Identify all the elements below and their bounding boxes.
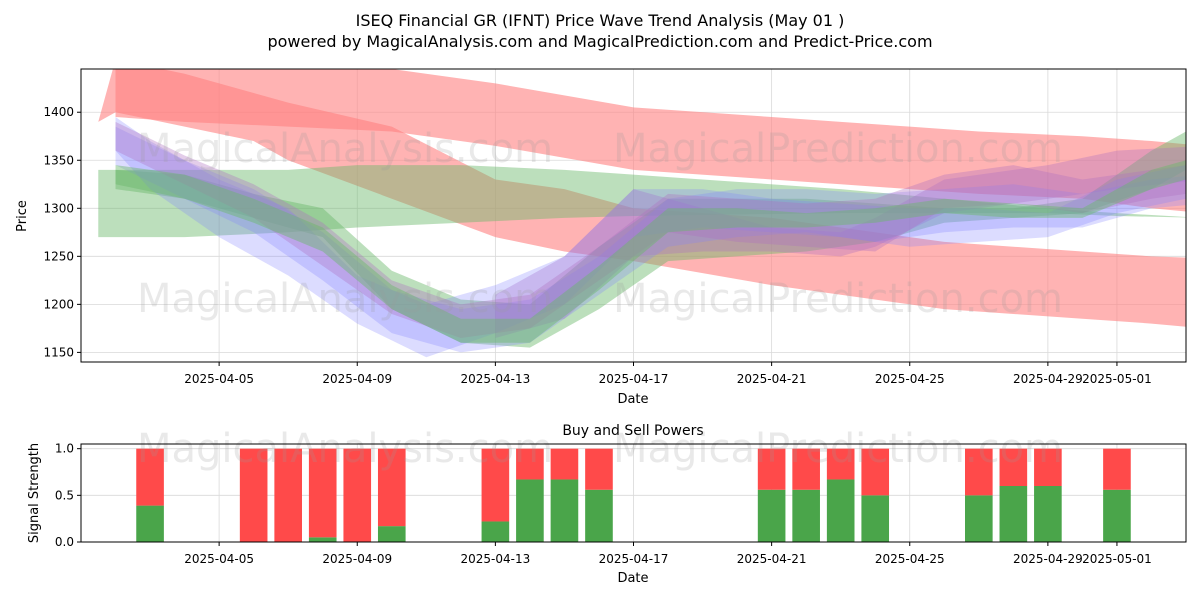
watermark-prediction-top: MagicalPrediction.com <box>613 126 1063 172</box>
sell-bar <box>377 448 406 527</box>
signal-x-tick-label: 2025-04-09 <box>322 552 392 566</box>
signal-x-tick-label: 2025-04-05 <box>184 552 254 566</box>
buy-bar <box>757 489 786 542</box>
watermark-analysis-bottom: MagicalAnalysis.com <box>137 426 553 472</box>
price-x-tick-label: 2025-04-21 <box>737 372 807 386</box>
buy-bar <box>585 489 613 542</box>
sell-bar <box>826 448 855 480</box>
buy-bar <box>1103 489 1131 542</box>
price-x-tick-label: 2025-04-29 <box>1013 372 1083 386</box>
price-y-tick-label: 1300 <box>43 201 74 215</box>
buy-bar <box>377 526 406 542</box>
buy-bar <box>826 479 855 542</box>
price-x-axis-label: Date <box>617 392 648 407</box>
buy-bar <box>965 495 993 542</box>
price-x-tick-label: 2025-04-25 <box>875 372 945 386</box>
wave-band-blue-wave-2 <box>115 126 1186 353</box>
signal-bars <box>136 448 1131 542</box>
sell-bar <box>308 448 337 538</box>
price-x-tick-label: 2025-04-05 <box>184 372 254 386</box>
signal-x-tick-label: 2025-04-13 <box>461 552 531 566</box>
wave-band-brown-wave <box>495 146 1186 338</box>
watermark-prediction-mid: MagicalPrediction.com <box>613 276 1063 322</box>
price-y-axis-label: Price <box>15 200 30 232</box>
sell-bar <box>136 448 164 506</box>
sell-bar <box>239 448 268 542</box>
price-y-tick-label: 1350 <box>43 153 74 167</box>
wave-band-dark-green-wave <box>115 160 1186 343</box>
sell-bar <box>792 448 820 490</box>
wave-band-green-wave-1 <box>98 165 1186 238</box>
buy-bar <box>861 495 890 542</box>
price-y-tick-label: 1250 <box>43 249 74 263</box>
price-x-tick-label: 2025-05-01 <box>1082 372 1152 386</box>
buy-bar <box>516 479 544 542</box>
wave-band-red-wave-1 <box>98 69 1186 327</box>
price-y-tick-label: 1400 <box>43 105 74 119</box>
sell-bar <box>861 448 890 496</box>
signal-x-tick-label: 2025-04-17 <box>599 552 669 566</box>
price-watermarks: MagicalAnalysis.com MagicalPrediction.co… <box>137 126 1063 322</box>
signal-y-axis-label: Signal Strength <box>27 443 42 543</box>
wave-band-blue-wave-1 <box>115 117 1186 358</box>
signal-chart-title: Buy and Sell Powers <box>562 423 703 439</box>
signal-axis-ticks: 2025-04-05 2025-04-09 2025-04-13 2025-04-17… <box>55 442 1152 566</box>
chart-subtitle: powered by MagicalAnalysis.com and Magic… <box>267 32 932 51</box>
buy-bar <box>308 537 337 542</box>
wave-band-red-wave-2 <box>115 69 1186 212</box>
wave-band-purple-wave <box>115 121 1186 338</box>
price-axis-ticks: 2025-04-05 2025-04-09 2025-04-13 2025-04-17… <box>43 105 1151 386</box>
sell-bar <box>274 448 302 542</box>
signal-x-axis-label: Date <box>617 571 648 586</box>
sell-bar <box>550 448 579 480</box>
price-x-tick-label: 2025-04-09 <box>322 372 392 386</box>
chart-title: ISEQ Financial GR (IFNT) Price Wave Tren… <box>356 11 845 30</box>
watermark-analysis-mid: MagicalAnalysis.com <box>137 276 553 322</box>
sell-bar <box>516 448 544 480</box>
signal-watermarks: MagicalAnalysis.com MagicalPrediction.co… <box>137 426 1063 472</box>
sell-bar <box>1103 448 1131 490</box>
price-y-tick-label: 1150 <box>43 345 74 359</box>
price-y-tick-label: 1200 <box>43 297 74 311</box>
sell-bar <box>585 448 613 490</box>
buy-bar <box>136 505 164 542</box>
buy-bar <box>999 486 1028 542</box>
sell-bar <box>757 448 786 490</box>
price-x-tick-label: 2025-04-13 <box>461 372 531 386</box>
buy-bar <box>1034 486 1062 542</box>
buy-bar <box>481 521 510 542</box>
signal-x-tick-label: 2025-04-25 <box>875 552 945 566</box>
sell-bar <box>1034 448 1062 486</box>
buy-bar <box>792 489 820 542</box>
sell-bar <box>999 448 1028 486</box>
signal-y-tick-label: 0.5 <box>55 488 74 502</box>
price-x-tick-label: 2025-04-17 <box>599 372 669 386</box>
signal-x-tick-label: 2025-04-21 <box>737 552 807 566</box>
watermark-analysis-top: MagicalAnalysis.com <box>137 126 553 172</box>
price-wave-bands <box>98 69 1186 358</box>
sell-bar <box>481 448 510 522</box>
signal-y-tick-label: 0.0 <box>55 535 74 549</box>
wave-band-green-wave-2 <box>115 131 1186 348</box>
sell-bar <box>343 448 372 542</box>
signal-x-tick-label: 2025-05-01 <box>1082 552 1152 566</box>
watermark-prediction-bottom: MagicalPrediction.com <box>613 426 1063 472</box>
sell-bar <box>965 448 993 496</box>
signal-y-tick-label: 1.0 <box>55 442 74 456</box>
signal-x-tick-label: 2025-04-29 <box>1013 552 1083 566</box>
buy-bar <box>550 479 579 542</box>
